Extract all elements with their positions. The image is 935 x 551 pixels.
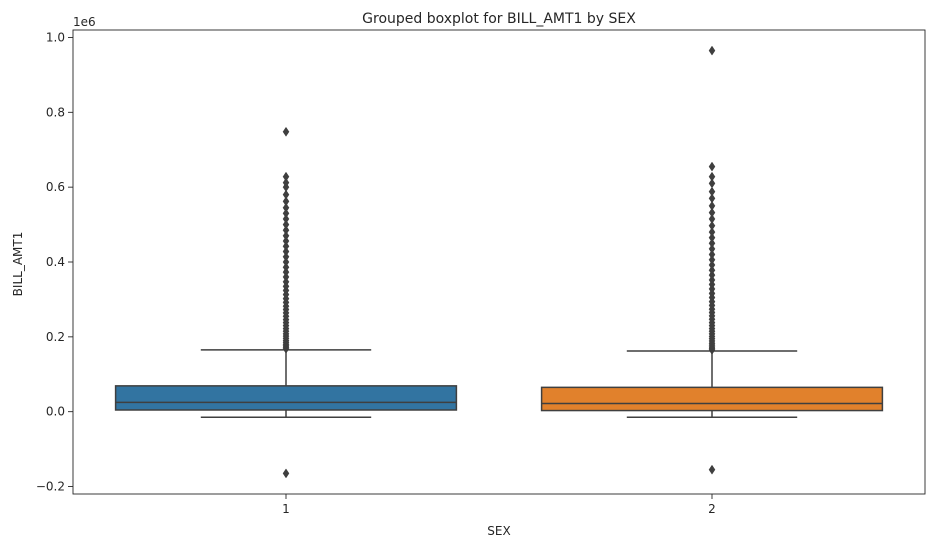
- outlier-point: [708, 265, 716, 276]
- x-tick-label: 1: [282, 502, 290, 516]
- outlier-point: [282, 257, 290, 267]
- y-tick-label: 0.4: [46, 255, 65, 269]
- outlier-point: [282, 177, 290, 188]
- x-axis-label: SEX: [487, 524, 510, 538]
- outlier-point: [708, 464, 716, 475]
- outlier-point: [282, 208, 290, 219]
- outlier-point: [282, 225, 290, 236]
- outlier-point: [282, 126, 290, 137]
- y-axis-offset-text: 1e6: [73, 15, 96, 29]
- outlier-point: [708, 186, 716, 197]
- y-tick-label: 1.0: [46, 30, 65, 44]
- outlier-point: [708, 238, 716, 249]
- plot-frame: [72, 29, 926, 495]
- y-axis-label: BILL_AMT1: [11, 232, 25, 297]
- outlier-point: [708, 232, 716, 243]
- outlier-point: [708, 220, 716, 231]
- outlier-point: [282, 246, 290, 257]
- outlier-point: [708, 207, 716, 218]
- outlier-point: [708, 193, 716, 204]
- outlier-point: [708, 254, 716, 265]
- outlier-point: [708, 243, 716, 254]
- outlier-point: [708, 249, 716, 260]
- outlier-point: [708, 178, 716, 189]
- outlier-point: [282, 262, 290, 273]
- outlier-point: [708, 200, 716, 211]
- outlier-point: [282, 219, 290, 230]
- outlier-point: [708, 227, 716, 238]
- box-group-1: 1: [114, 126, 458, 516]
- plot-area: −0.2 0.0 0.2 0.4 0.6 0.8 1.0 1 2: [36, 30, 884, 516]
- y-tick-label: −0.2: [36, 480, 65, 494]
- outlier-point: [282, 251, 290, 262]
- chart-title: Grouped boxplot for BILL_AMT1 by SEX: [362, 11, 636, 27]
- outlier-point: [282, 214, 290, 224]
- outlier-point: [282, 171, 290, 182]
- outlier-point: [708, 260, 716, 270]
- outlier-point: [282, 189, 290, 200]
- outlier-point: [708, 214, 716, 224]
- y-tick-label: 0.2: [46, 330, 65, 344]
- outlier-point: [282, 196, 290, 207]
- outlier-point: [708, 171, 716, 182]
- outlier-point: [282, 468, 290, 479]
- y-tick-label: 0.6: [46, 180, 65, 194]
- outlier-point: [282, 202, 290, 213]
- x-tick-label: 2: [708, 502, 716, 516]
- y-tick-label: 0.8: [46, 105, 65, 119]
- box-group-2: 2: [540, 45, 884, 516]
- outlier-point: [282, 230, 290, 241]
- outlier-point: [282, 236, 290, 246]
- outlier-point: [708, 45, 716, 56]
- outlier-point: [708, 161, 716, 172]
- y-tick-label: 0.0: [46, 405, 65, 419]
- iqr-box: [540, 386, 884, 412]
- outlier-point: [282, 241, 290, 252]
- iqr-box: [114, 385, 458, 411]
